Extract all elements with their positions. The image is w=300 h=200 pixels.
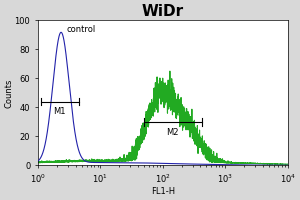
- Y-axis label: Counts: Counts: [4, 78, 13, 108]
- X-axis label: FL1-H: FL1-H: [151, 187, 175, 196]
- Text: M2: M2: [167, 128, 179, 137]
- Title: WiDr: WiDr: [142, 4, 184, 19]
- Text: M1: M1: [54, 107, 66, 116]
- Text: control: control: [66, 25, 95, 34]
